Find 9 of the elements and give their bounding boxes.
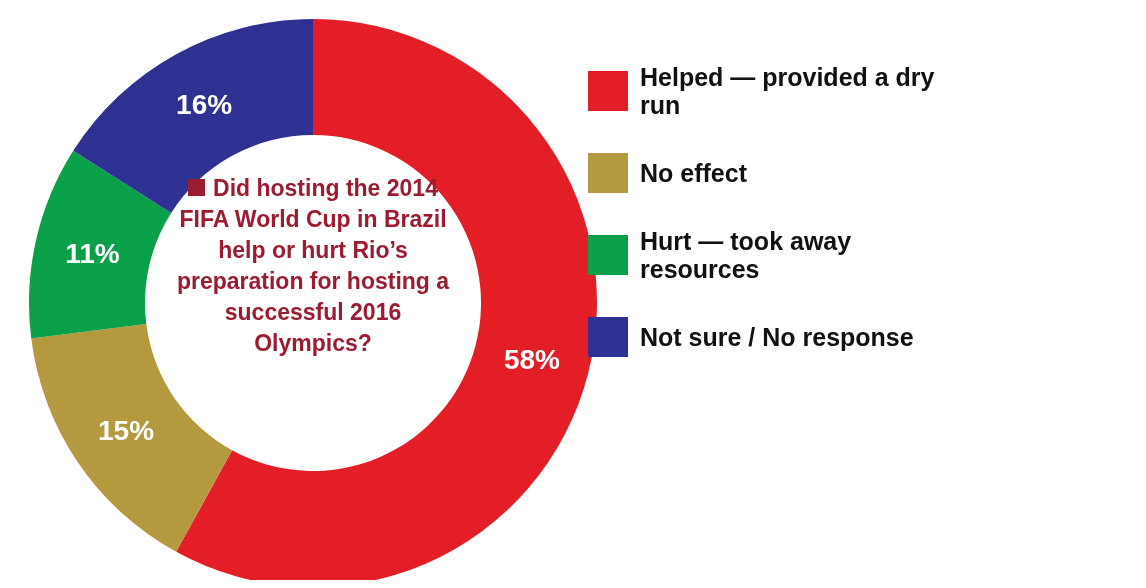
legend-label: No effect (640, 159, 748, 187)
data-label: 11% (65, 238, 120, 270)
legend-label: Not sure / No response (640, 323, 915, 351)
data-label: 16% (176, 89, 233, 121)
legend-label: Hurt — took away resources (640, 227, 853, 283)
text: Did hosting the 2014 FIFA World Cup in Brazil help or hurt Rio’s preparation for hosting a successful 2016 Olympics? (176, 175, 450, 356)
data-label: 58% (503, 343, 561, 375)
legend-label: Helped — provided a dry run (640, 63, 936, 119)
data-label: 15% (98, 414, 155, 446)
